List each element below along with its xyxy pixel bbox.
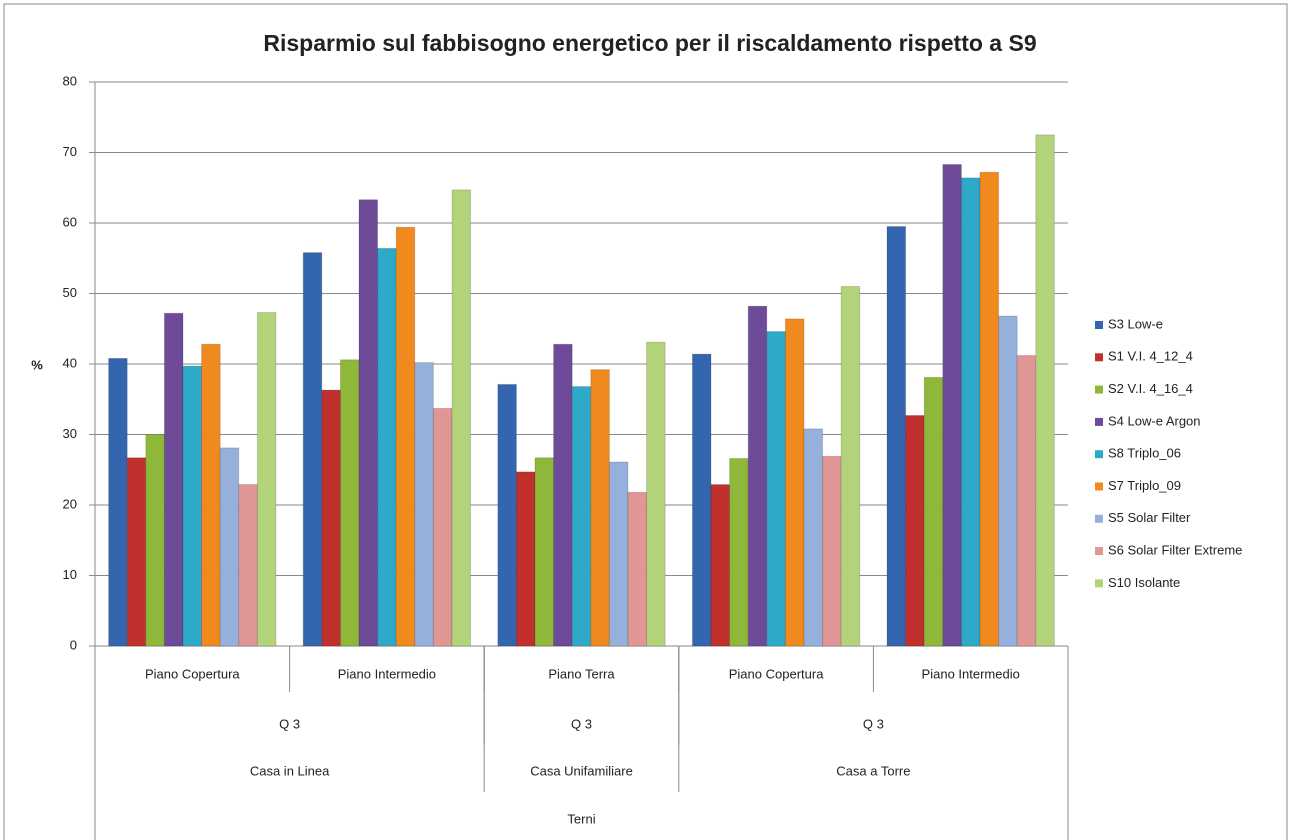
bar [451, 189, 472, 647]
chart-title: Risparmio sul fabbisogno energetico per … [263, 30, 1036, 56]
bar [998, 315, 1018, 647]
category-group-label: Q 3 [863, 716, 884, 731]
y-tick-label: 0 [70, 637, 77, 652]
y-tick-label: 10 [63, 567, 77, 582]
bar [923, 376, 944, 647]
legend-label: S2 V.I. 4_16_4 [1108, 381, 1193, 396]
legend-label: S4 Low-e Argon [1108, 413, 1201, 428]
y-tick-label: 30 [63, 426, 77, 441]
bar [358, 199, 379, 647]
y-tick-label: 50 [63, 285, 77, 300]
legend-swatch [1095, 321, 1103, 329]
bar [691, 353, 712, 647]
bar [729, 457, 749, 647]
legend-swatch [1095, 353, 1103, 362]
bar [377, 247, 397, 647]
bar [145, 434, 165, 647]
x-tick-label: Piano Copertura [729, 666, 824, 681]
bar [553, 343, 573, 647]
legend-swatch [1095, 482, 1103, 491]
category-group-label: Casa in Linea [250, 763, 330, 778]
legend-label: S8 Triplo_06 [1108, 446, 1181, 461]
legend-swatch [1095, 547, 1103, 556]
y-tick-label: 20 [63, 496, 77, 511]
bar [395, 226, 416, 647]
x-tick-label: Piano Copertura [145, 666, 240, 681]
legend-label: S5 Solar Filter [1108, 510, 1191, 525]
legend-label: S6 Solar Filter Extreme [1108, 543, 1242, 558]
category-group-label: Q 3 [279, 716, 300, 731]
bar [515, 471, 536, 647]
bar [1016, 355, 1037, 647]
y-tick-label: 80 [63, 73, 77, 88]
bar [766, 331, 786, 647]
y-tick-label: 70 [63, 144, 77, 159]
legend-swatch [1095, 417, 1103, 426]
bar [432, 407, 453, 647]
bar [803, 428, 824, 647]
legend-swatch [1095, 385, 1103, 394]
bar [840, 285, 861, 647]
y-axis-label: % [31, 357, 43, 372]
bar [646, 341, 666, 647]
legend-swatch [1095, 579, 1103, 588]
bar [886, 226, 907, 647]
bar [321, 389, 341, 647]
legend-swatch [1095, 514, 1103, 523]
legend-label: S7 Triplo_09 [1108, 478, 1181, 493]
bar [608, 461, 629, 647]
category-group-label: Casa Unifamiliare [530, 763, 633, 778]
y-tick-label: 60 [63, 214, 77, 229]
bar [108, 357, 128, 647]
bar [942, 163, 962, 647]
legend-label: S1 V.I. 4_12_4 [1108, 349, 1193, 364]
x-tick-label: Piano Intermedio [338, 666, 436, 681]
category-group-label: Terni [567, 811, 595, 826]
bar [979, 171, 1000, 647]
bar [534, 457, 555, 647]
bar [339, 359, 360, 647]
legend-label: S10 Isolante [1108, 575, 1180, 590]
bar [126, 457, 147, 647]
bar [238, 484, 258, 647]
bar [201, 343, 221, 647]
category-group-label: Q 3 [571, 716, 592, 731]
bar [302, 252, 323, 647]
bar [905, 414, 925, 647]
bar [414, 362, 434, 647]
bar [182, 365, 203, 647]
bar [960, 177, 981, 647]
bar [710, 484, 731, 647]
x-tick-label: Piano Terra [548, 666, 615, 681]
bar [571, 386, 592, 647]
bar [627, 491, 648, 647]
bar [256, 312, 277, 647]
y-tick-label: 40 [63, 355, 77, 370]
bar [163, 312, 184, 647]
bar [1035, 134, 1055, 647]
legend-label: S3 Low-e [1108, 316, 1163, 331]
bar [590, 369, 610, 647]
bar [784, 318, 805, 647]
category-group-label: Casa a Torre [836, 763, 910, 778]
bar [747, 305, 768, 647]
legend-swatch [1095, 450, 1103, 459]
bar [219, 447, 240, 647]
x-tick-label: Piano Intermedio [922, 666, 1020, 681]
bar [822, 455, 842, 647]
bar [497, 383, 517, 647]
